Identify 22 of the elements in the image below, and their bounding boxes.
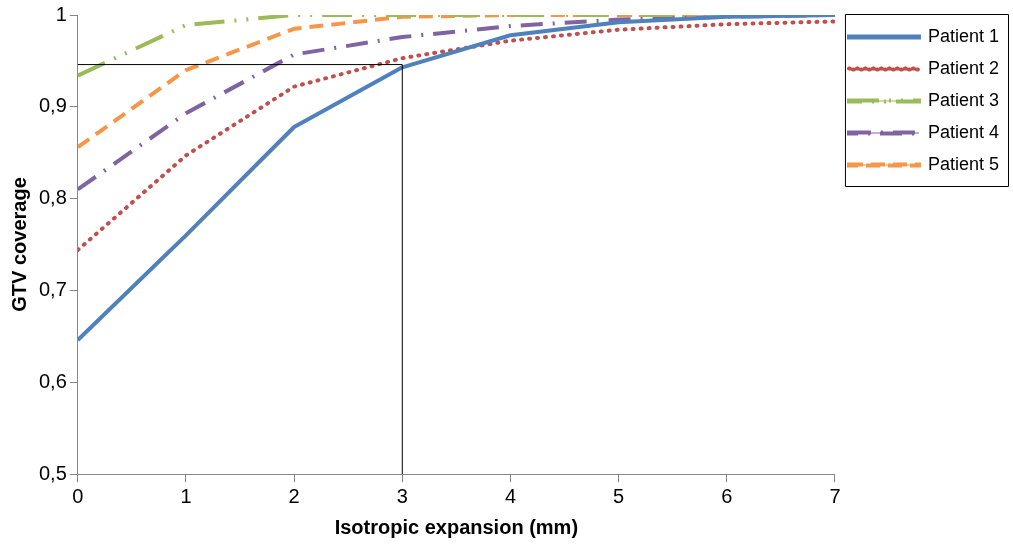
x-tick-label: 1 (180, 484, 192, 507)
legend-label: Patient 3 (927, 89, 1000, 110)
y-tick-label: 0,6 (38, 369, 67, 392)
x-tick-label: 5 (613, 484, 625, 507)
legend-label: Patient 1 (927, 25, 1000, 46)
y-tick-label: 0,5 (38, 461, 67, 484)
x-axis-title: Isotropic expansion (mm) (334, 515, 579, 538)
legend-label: Patient 5 (927, 153, 1000, 174)
y-tick-label: 0,9 (38, 94, 67, 117)
x-tick-label: 2 (288, 484, 300, 507)
y-tick-label: 1 (55, 2, 67, 25)
x-tick-label: 0 (72, 484, 84, 507)
x-tick-label: 3 (396, 484, 408, 507)
x-tick-label: 7 (829, 484, 841, 507)
x-tick-label: 6 (721, 484, 733, 507)
y-axis-title: GTV coverage (7, 177, 30, 312)
y-tick-label: 0,8 (38, 186, 67, 209)
line-series (77, 19, 835, 253)
legend-label: Patient 4 (927, 121, 1000, 142)
x-tick-label: 4 (504, 484, 517, 507)
y-tick-label: 0,7 (38, 277, 67, 300)
legend-label: Patient 2 (927, 57, 1000, 78)
